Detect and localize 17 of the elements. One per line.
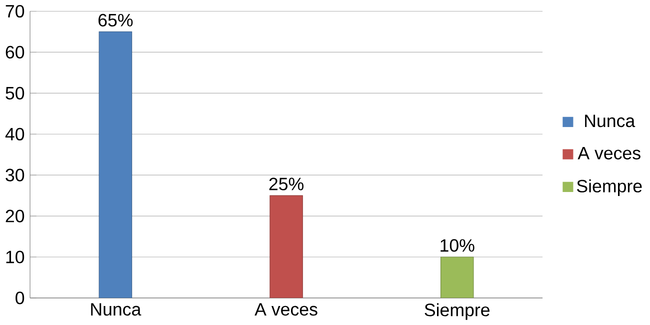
y-tick-label: 50 — [6, 86, 24, 100]
legend-label: A veces — [578, 147, 640, 160]
data-label: 25% — [269, 178, 304, 190]
data-label: 10% — [440, 239, 474, 252]
y-tick-label: 60 — [6, 46, 24, 59]
data-label: 65% — [98, 14, 133, 27]
y-tick-label: 40 — [5, 128, 24, 141]
y-tick-label: 70 — [6, 5, 24, 18]
y-tick-label: 30 — [6, 168, 24, 182]
legend-label: Nunca — [585, 114, 636, 128]
y-tick-label: 20 — [6, 210, 24, 222]
x-tick-label: Siempre — [424, 303, 490, 320]
legend-label: Siempre — [577, 179, 642, 196]
y-tick-label: 10 — [6, 250, 24, 264]
x-tick-label: A veces — [254, 303, 318, 316]
y-tick-label: 0 — [16, 292, 24, 304]
x-tick-label: Nunca — [91, 303, 142, 316]
